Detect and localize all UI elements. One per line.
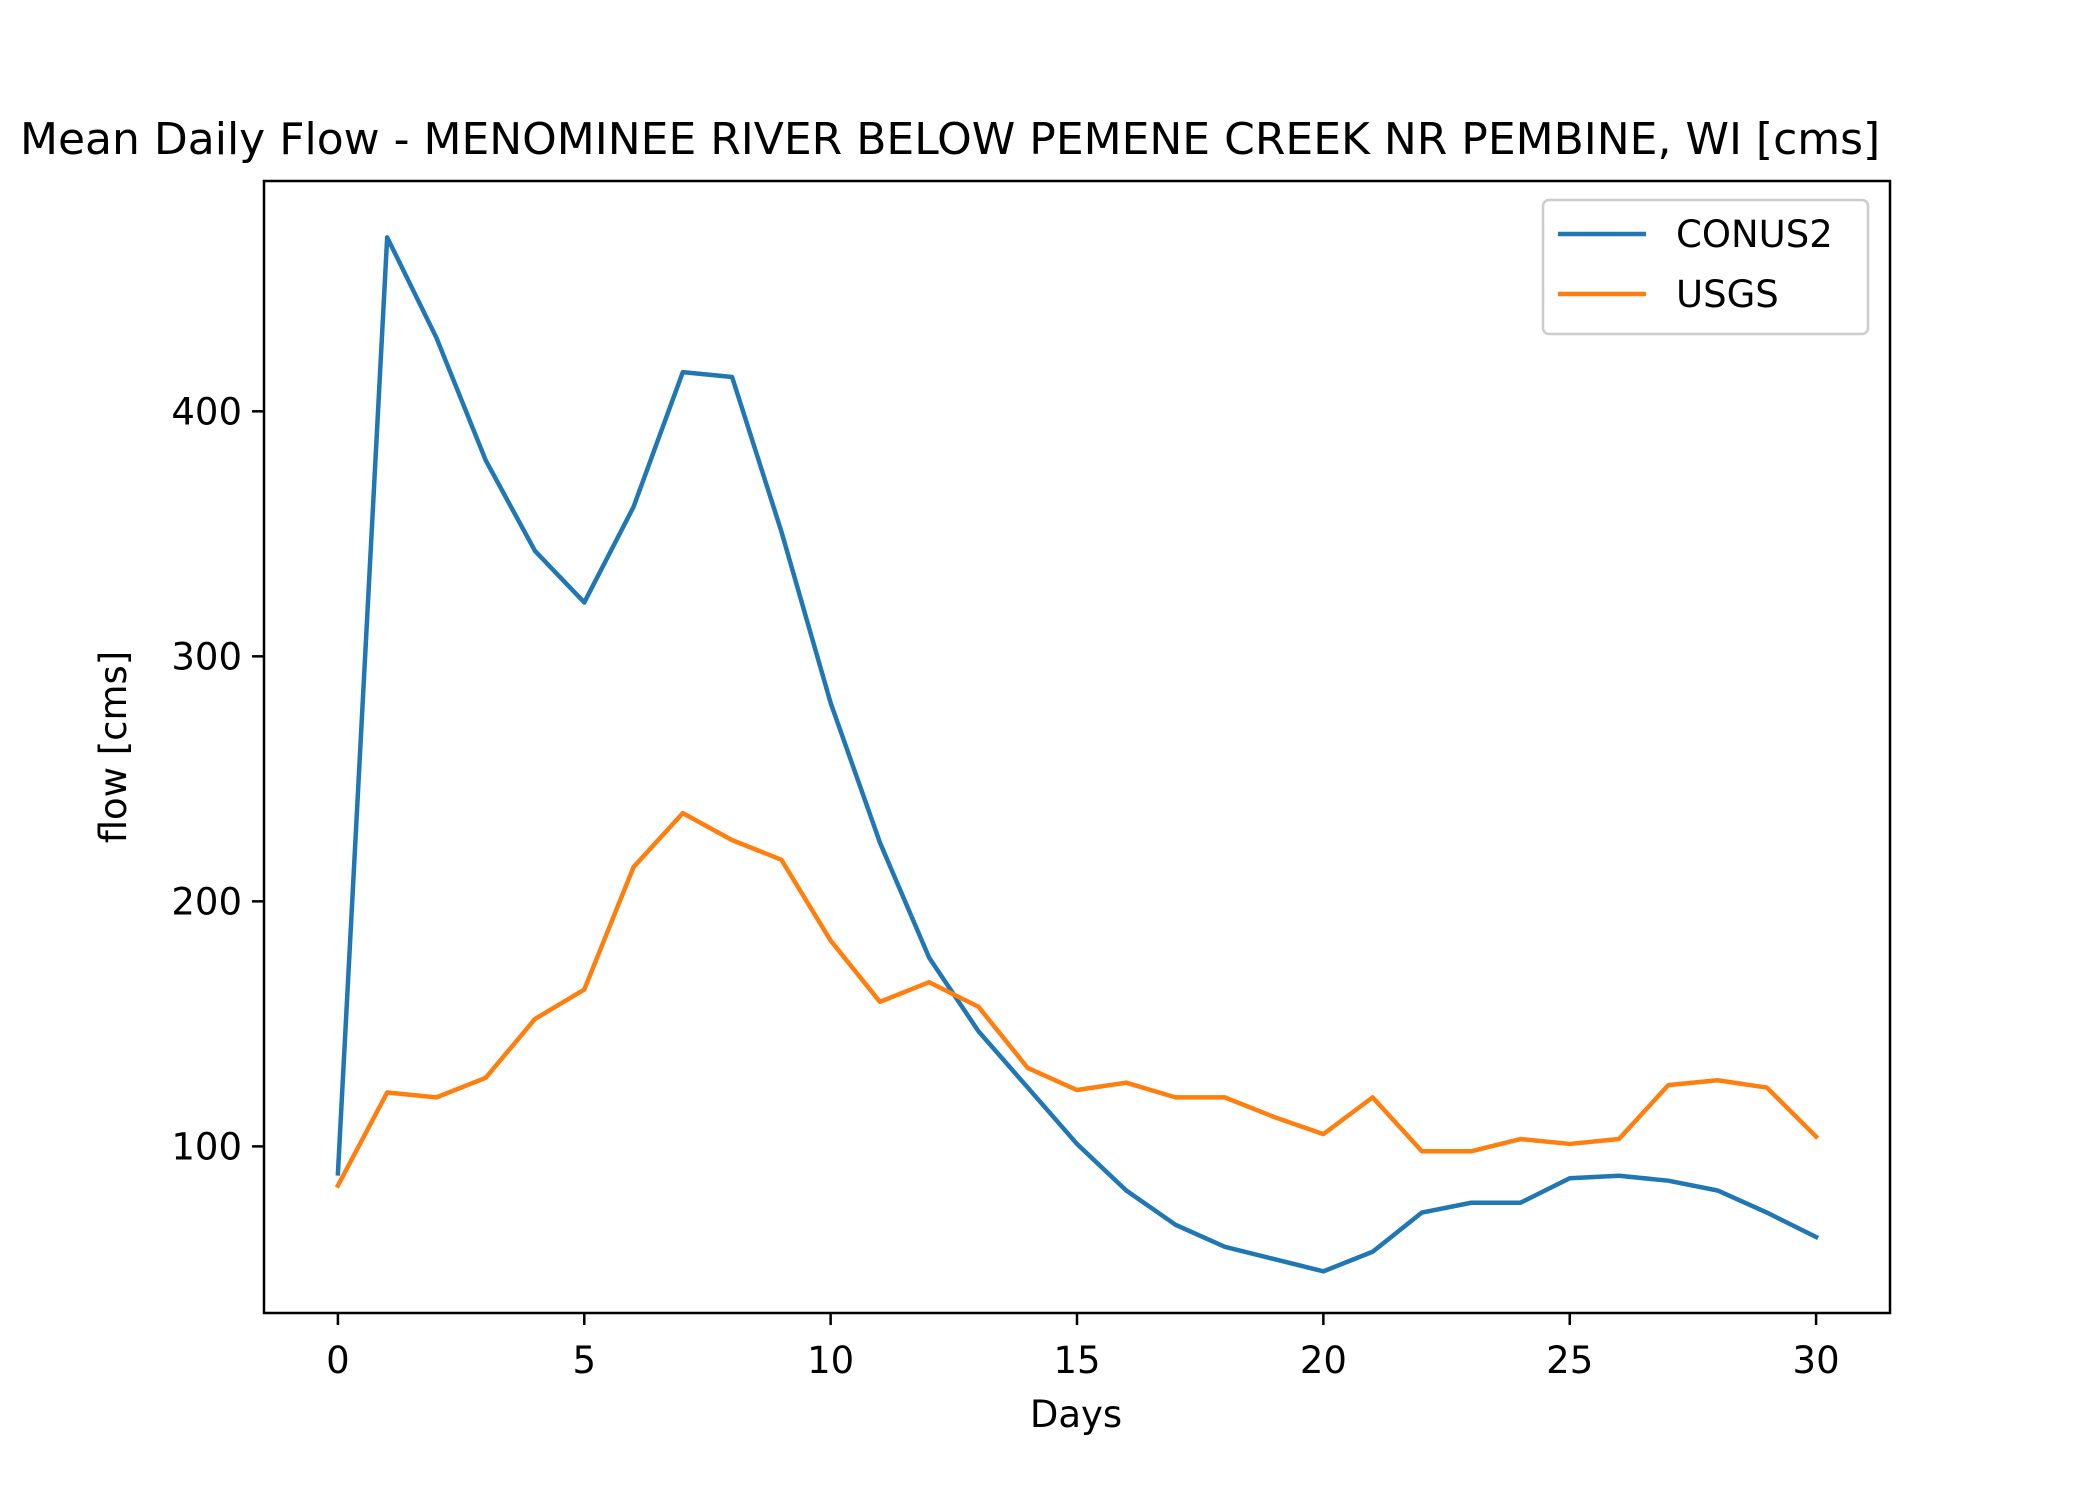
x-tick-label: 5	[572, 1339, 596, 1382]
series-line-usgs	[334, 810, 1820, 1189]
x-tick-label: 20	[1300, 1339, 1347, 1382]
x-tick-label: 0	[326, 1339, 350, 1382]
y-tick-label: 300	[171, 635, 242, 678]
series-layer	[334, 235, 1820, 1274]
x-tick-label: 10	[807, 1339, 854, 1382]
legend-label-conus2: CONUS2	[1676, 213, 1833, 256]
x-axis-label: Days	[1030, 1393, 1122, 1436]
x-tick-label: 25	[1546, 1339, 1593, 1382]
legend: CONUS2 USGS	[1541, 198, 1870, 336]
series-line-conus2	[335, 235, 1820, 1274]
chart-title: Mean Daily Flow - MENOMINEE RIVER BELOW …	[20, 114, 1880, 165]
x-tick-label: 30	[1793, 1339, 1840, 1382]
y-axis: 100 200 300 400	[171, 390, 264, 1168]
x-axis: 0 5 10 15 20 25 30	[326, 1313, 1840, 1382]
y-tick-label: 200	[171, 880, 242, 923]
y-tick-label: 400	[171, 390, 242, 433]
legend-label-usgs: USGS	[1676, 273, 1779, 316]
y-axis-label: flow [cms]	[92, 651, 135, 844]
y-tick-label: 100	[171, 1125, 242, 1168]
x-tick-label: 15	[1053, 1339, 1100, 1382]
